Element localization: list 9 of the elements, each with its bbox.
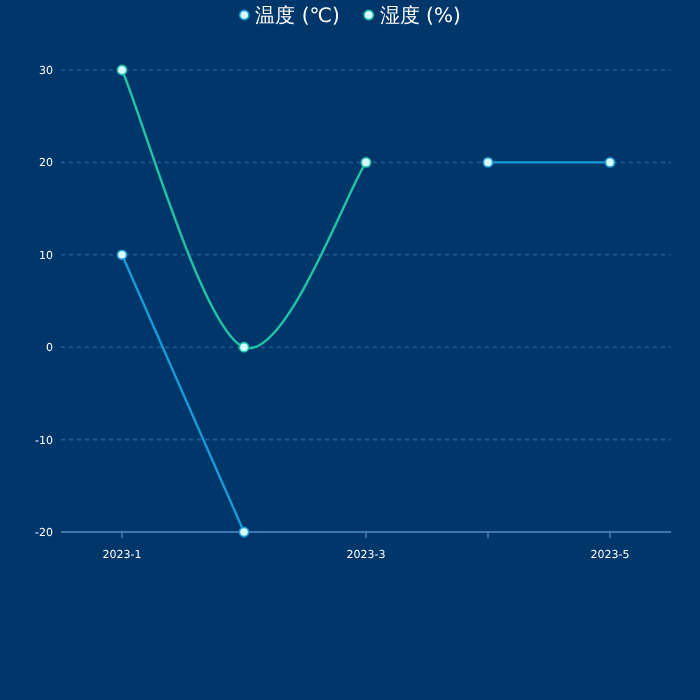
point xyxy=(116,64,128,76)
point xyxy=(604,157,616,168)
point xyxy=(238,341,250,353)
point xyxy=(238,526,250,538)
point xyxy=(360,157,372,168)
point xyxy=(482,157,494,168)
legend-label: 温度 (℃) xyxy=(255,4,340,28)
legend-label: 湿度 (%) xyxy=(379,4,461,28)
point xyxy=(116,249,128,261)
